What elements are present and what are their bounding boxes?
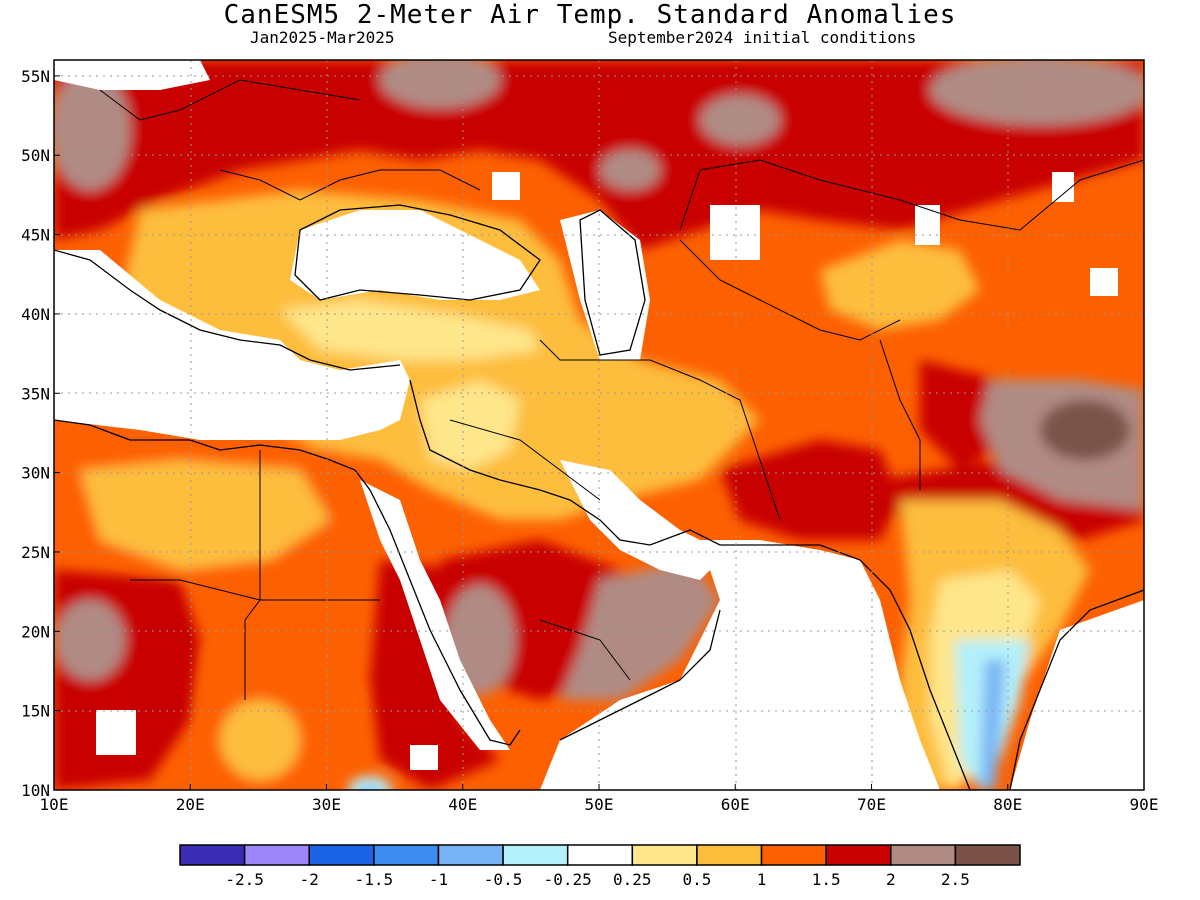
colorbar-label: 1 bbox=[757, 870, 767, 889]
lon-tick-label: 40E bbox=[448, 795, 477, 814]
lon-tick-label: 50E bbox=[585, 795, 614, 814]
colorbar-swatch bbox=[308, 844, 375, 866]
colorbar-swatch bbox=[502, 844, 569, 866]
lon-tick-label: 70E bbox=[857, 795, 886, 814]
lat-tick-label: 30N bbox=[21, 464, 50, 483]
masked-regions bbox=[54, 60, 1144, 790]
lon-tick-label: 30E bbox=[312, 795, 341, 814]
colorbar-swatch bbox=[696, 844, 763, 866]
country-borders bbox=[99, 79, 1144, 700]
colorbar-swatch bbox=[243, 844, 310, 866]
colorbar-label: -2 bbox=[300, 870, 319, 889]
lon-tick-label: 10E bbox=[40, 795, 69, 814]
forecast-period: Jan2025-Mar2025 bbox=[250, 28, 395, 47]
colorbar-label: 2 bbox=[886, 870, 896, 889]
colorbar-label: 1.5 bbox=[812, 870, 841, 889]
lat-tick-label: 25N bbox=[21, 543, 50, 562]
colorbar-swatch bbox=[890, 844, 957, 866]
colorbar-swatch bbox=[954, 844, 1021, 866]
lat-tick-label: 20N bbox=[21, 622, 50, 641]
lat-tick-label: 45N bbox=[21, 226, 50, 245]
lat-tick-label: 50N bbox=[21, 146, 50, 165]
coastlines bbox=[54, 204, 1144, 790]
lat-tick-label: 10N bbox=[21, 781, 50, 800]
colorbar-swatch bbox=[373, 844, 440, 866]
lon-tick-label: 90E bbox=[1130, 795, 1159, 814]
initial-conditions: September2024 initial conditions bbox=[608, 28, 917, 47]
lat-tick-label: 55N bbox=[21, 67, 50, 86]
colorbar-swatch bbox=[179, 844, 246, 866]
colorbar-label: -2.5 bbox=[225, 870, 264, 889]
lon-tick-label: 60E bbox=[721, 795, 750, 814]
lat-tick-label: 40N bbox=[21, 305, 50, 324]
colorbar-swatch bbox=[631, 844, 698, 866]
colorbar-label: -0.25 bbox=[544, 870, 592, 889]
colorbar-swatch bbox=[566, 844, 634, 866]
latitude-labels: 10N 15N 20N 25N 30N 35N 40N 45N 50N 55N bbox=[21, 67, 60, 800]
map-title: CanESM5 2-Meter Air Temp. Standard Anoma… bbox=[223, 0, 957, 30]
colorbar-label: 2.5 bbox=[941, 870, 970, 889]
lon-tick-label: 20E bbox=[176, 795, 205, 814]
anomaly-field bbox=[54, 60, 1144, 790]
colorbar-swatch bbox=[825, 844, 892, 866]
lon-tick-label: 80E bbox=[993, 795, 1022, 814]
colorbar-label: -0.5 bbox=[484, 870, 523, 889]
grid-lines bbox=[54, 60, 1144, 790]
colorbar-label: -1.5 bbox=[355, 870, 394, 889]
colorbar-label: 0.25 bbox=[613, 870, 652, 889]
longitude-labels: 10E 20E 30E 40E 50E 60E 70E 80E 90E bbox=[40, 784, 1159, 814]
colorbar-swatch bbox=[437, 844, 504, 866]
colorbar: -2.5 -2 -1.5 -1 -0.5 -0.25 0.25 0.5 1 1.5 2 2.5 bbox=[179, 844, 1021, 889]
colorbar-label: -1 bbox=[429, 870, 448, 889]
lat-tick-label: 15N bbox=[21, 702, 50, 721]
colorbar-swatch bbox=[760, 844, 827, 866]
colorbar-label: 0.5 bbox=[682, 870, 711, 889]
lat-tick-label: 35N bbox=[21, 384, 50, 403]
